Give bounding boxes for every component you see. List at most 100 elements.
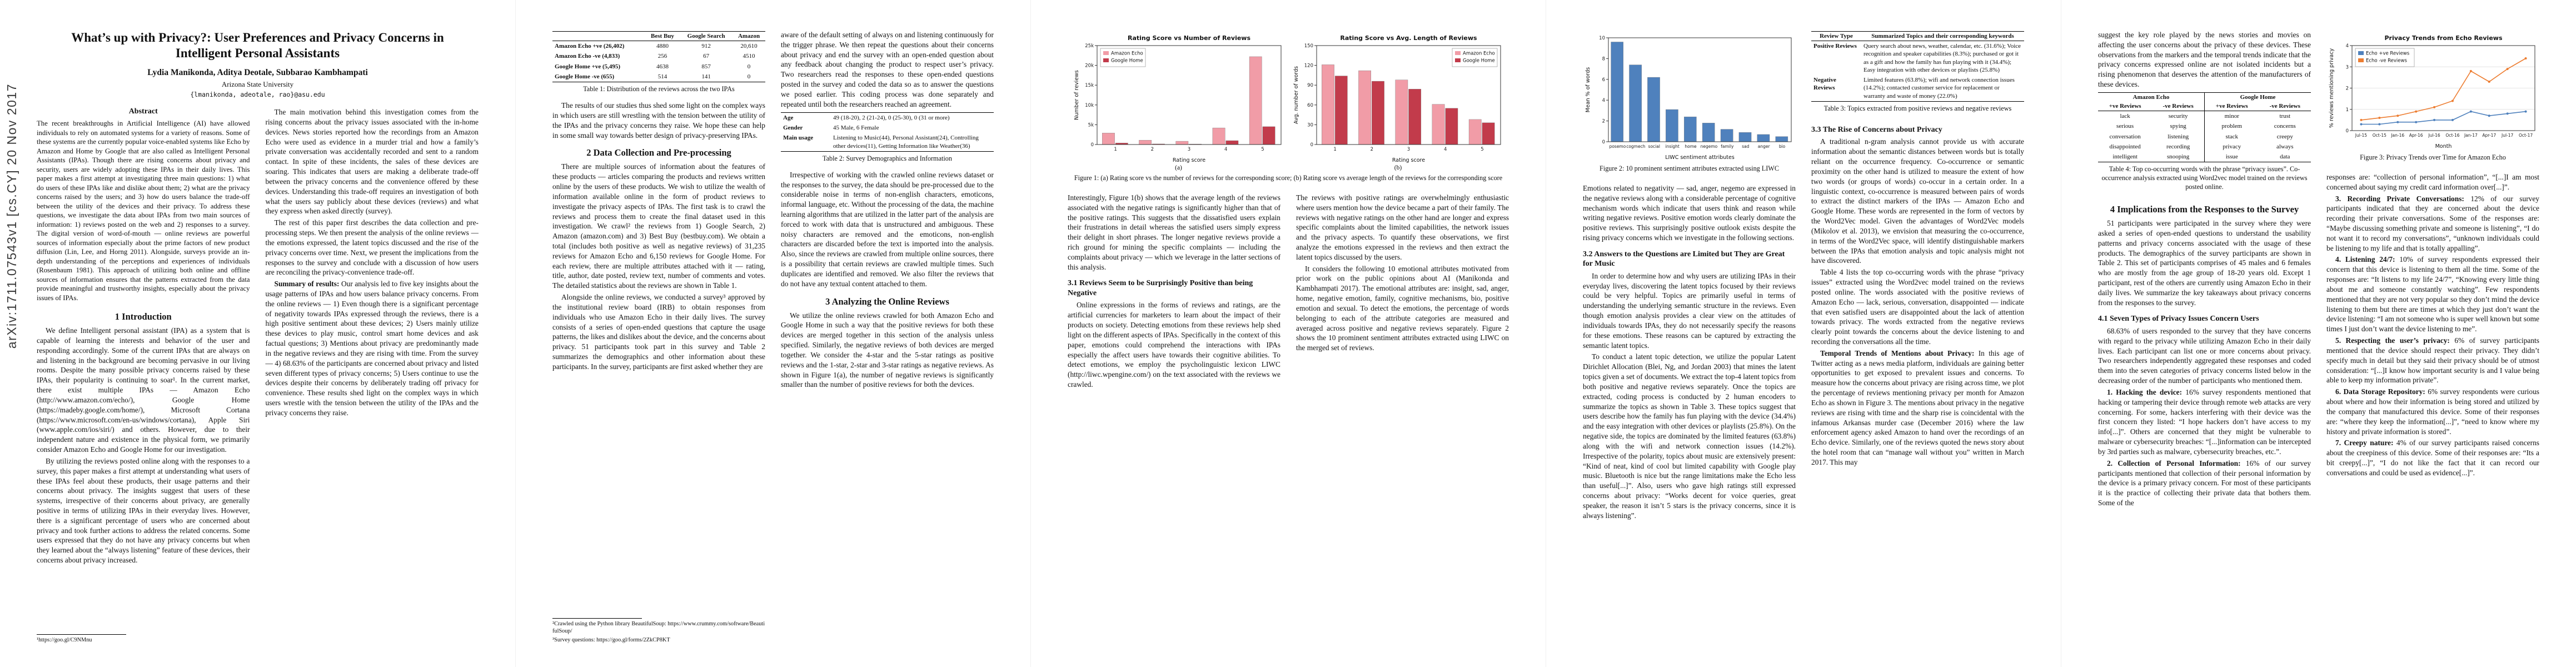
table-cell: disappointed — [2109, 143, 2141, 150]
svg-text:30: 30 — [1307, 122, 1313, 128]
paper-authors: Lydia Manikonda, Aditya Deotale, Subbara… — [147, 68, 368, 78]
svg-text:Rating Score vs Number of Revi: Rating Score vs Number of Reviews — [1128, 34, 1250, 42]
privacy-issue-label: 1. Hacking the device: — [2107, 387, 2183, 396]
page-5: suggest the key role played by the news … — [2061, 0, 2576, 667]
table-cell: spying — [2170, 123, 2186, 130]
column-header: Best Buy — [651, 33, 674, 39]
table-cell: Query search about news, weather, calend… — [1864, 43, 2021, 73]
table-cell: Main usage — [783, 135, 814, 142]
page5-col2: 0 1 2 3 4 Jul-15 Oct-15 Jan-16 Apr-16 Jul-16 Oct-1… — [2326, 30, 2539, 645]
svg-text:Jan-16: Jan-16 — [2390, 133, 2404, 138]
table-cell: 4638 — [656, 63, 669, 70]
temporal-trends-body: In this age of Twitter acting as a news … — [1811, 349, 2024, 466]
table-cell: 0 — [747, 73, 751, 80]
table-cell: always — [2276, 143, 2294, 150]
table-cell: creepy — [2276, 133, 2293, 140]
table-cell: issue — [2204, 152, 2259, 162]
svg-text:120: 120 — [1304, 63, 1313, 69]
table-cell: 4510 — [743, 53, 755, 60]
summary-body: Our analysis led to five key insights ab… — [265, 280, 479, 417]
privacy-issue-body: 16% of our survey participants mentioned… — [2098, 459, 2311, 507]
svg-text:1: 1 — [2346, 107, 2349, 113]
table-cell: 514 — [657, 73, 667, 80]
table-header-row: Best Buy Google Search Amazon — [552, 32, 765, 41]
svg-text:3: 3 — [1407, 147, 1410, 152]
table-cell: Positive Reviews — [1813, 43, 1857, 49]
svg-text:Apr-16: Apr-16 — [2409, 133, 2423, 138]
table-3-caption: Table 3: Topics extracted from positive … — [1823, 104, 2012, 113]
paragraph: Interestingly, Figure 1(b) shows that th… — [1068, 193, 1280, 271]
table-cell: Limited features (63.8%); wifi and netwo… — [1864, 77, 2015, 99]
footnote: ¹https://goo.gl/C9NMnu — [37, 636, 92, 643]
page1-col1: Abstract The recent breakthroughs in Art… — [37, 107, 250, 645]
subsection-heading-4-1: 4.1 Seven Types of Privacy Issues Concer… — [2098, 315, 2259, 323]
paragraph: responses are: “collection of personal i… — [2326, 172, 2539, 191]
paragraph: By utilizing the reviews posted online a… — [37, 456, 250, 565]
page3-col1: Interestingly, Figure 1(b) shows that th… — [1068, 193, 1280, 645]
table-row: Positive Reviews Query search about news… — [1811, 41, 2024, 76]
column-group-header: Amazon Echo — [2132, 93, 2170, 101]
svg-text:0: 0 — [2346, 128, 2349, 134]
privacy-issue-label: 4. Listening 24/7: — [2335, 255, 2395, 264]
figure-3: 0 1 2 3 4 Jul-15 Oct-15 Jan-16 Apr-16 Jul-16 Oct-1… — [2326, 31, 2539, 169]
table-cell: snooping — [2166, 153, 2190, 161]
page4-col1: 0 2 4 6 8 10 posemo cogmech social insight home neg… — [1583, 30, 1796, 645]
svg-text:1: 1 — [1333, 147, 1336, 152]
table-row: serious spying problem concerns — [2098, 121, 2311, 132]
subfigure-label-a: (a) — [1175, 165, 1182, 171]
svg-text:cogmech: cogmech — [1626, 144, 1646, 149]
paragraph: The reviews with positive ratings are ov… — [1296, 193, 1509, 261]
page1-col2: The main motivation behind this investig… — [266, 107, 479, 645]
table-cell: Amazon Echo -ve (4,833) — [555, 53, 620, 60]
table-cell: privacy — [2204, 141, 2259, 152]
paragraph: The main motivation behind this investig… — [265, 108, 479, 216]
privacy-issue-label: 3. Recording Private Conversations: — [2335, 194, 2464, 203]
figure-1b: 0 30 60 90 120 150 1 2 3 4 5 Rating Score vs Avg. L… — [1291, 31, 1505, 171]
svg-text:Rating score: Rating score — [1392, 157, 1425, 163]
table-cell: Age — [783, 114, 794, 121]
table-row: disappointed recording privacy always — [2098, 141, 2311, 152]
page-4: 0 2 4 6 8 10 posemo cogmech social insight home neg… — [1546, 0, 2061, 667]
privacy-issue-body: 10% of survey respondents expressed thei… — [2326, 255, 2539, 334]
table-cell: minor — [2204, 111, 2259, 122]
paragraph: We define Intelligent personal assistant… — [37, 326, 250, 454]
column-group-header: Google Home — [2204, 92, 2311, 102]
page-2: Best Buy Google Search Amazon Amazon Ech… — [515, 0, 1030, 667]
paragraph: The rest of this paper first describes t… — [265, 218, 479, 277]
paragraph: Alongside the online reviews, we conduct… — [552, 293, 765, 371]
table-cell: 67 — [703, 53, 710, 60]
table-cell: trust — [2279, 112, 2291, 120]
svg-text:Jul-16: Jul-16 — [2428, 133, 2440, 138]
column-header: +ve Reviews — [2109, 102, 2141, 109]
table-row: Google Home +ve (5,495) 4638 857 0 — [552, 62, 765, 72]
table-cell: 857 — [701, 63, 711, 70]
summary-of-results: Summary of results: Our analysis led to … — [266, 279, 479, 418]
svg-text:% reviews mentioning privacy: % reviews mentioning privacy — [2329, 48, 2335, 128]
privacy-issue-label: 6. Data Storage Repository: — [2335, 387, 2425, 396]
svg-text:Apr-17: Apr-17 — [2482, 133, 2496, 138]
svg-text:Avg. number of words: Avg. number of words — [1293, 66, 1299, 124]
svg-text:4: 4 — [1224, 147, 1227, 152]
svg-text:10k: 10k — [1085, 103, 1094, 108]
svg-text:Number of reviews: Number of reviews — [1074, 70, 1080, 120]
table-row: Amazon Echo +ve (26,402) 4880 912 20,610 — [552, 41, 765, 52]
table-cell: 45 Male, 6 Female — [833, 124, 879, 131]
table-cell: conversation — [2109, 133, 2141, 140]
table-3: Review Type Summarized Topics and their … — [1811, 31, 2024, 102]
svg-text:bio: bio — [1779, 144, 1786, 149]
page2-col1: Best Buy Google Search Amazon Amazon Ech… — [552, 30, 765, 645]
svg-text:4: 4 — [1602, 98, 1605, 103]
svg-text:150: 150 — [1304, 43, 1313, 49]
svg-text:insight: insight — [1666, 144, 1680, 149]
column-header: Review Type — [1820, 33, 1853, 39]
table-cell: stack — [2204, 131, 2259, 142]
svg-text:Rating Score vs Avg. Length of: Rating Score vs Avg. Length of Reviews — [1340, 34, 1477, 42]
privacy-issue-item: 7. Creepy nature: 4% of our survey parti… — [2326, 438, 2539, 477]
table-1: Best Buy Google Search Amazon Amazon Ech… — [552, 31, 765, 83]
page4-col2: Review Type Summarized Topics and their … — [1811, 30, 2024, 645]
table-2-caption: Table 2: Survey Demographics and Informa… — [822, 154, 952, 162]
liwc-attributes-bar-chart: 0 2 4 6 8 10 posemo cogmech social insight home neg… — [1583, 31, 1796, 162]
subsection-heading-3-2: 3.2 Answers to the Questions are Limited… — [1583, 250, 1785, 268]
table-cell: lack — [2120, 112, 2130, 120]
page2-col2: aware of the default setting of always o… — [781, 30, 994, 645]
